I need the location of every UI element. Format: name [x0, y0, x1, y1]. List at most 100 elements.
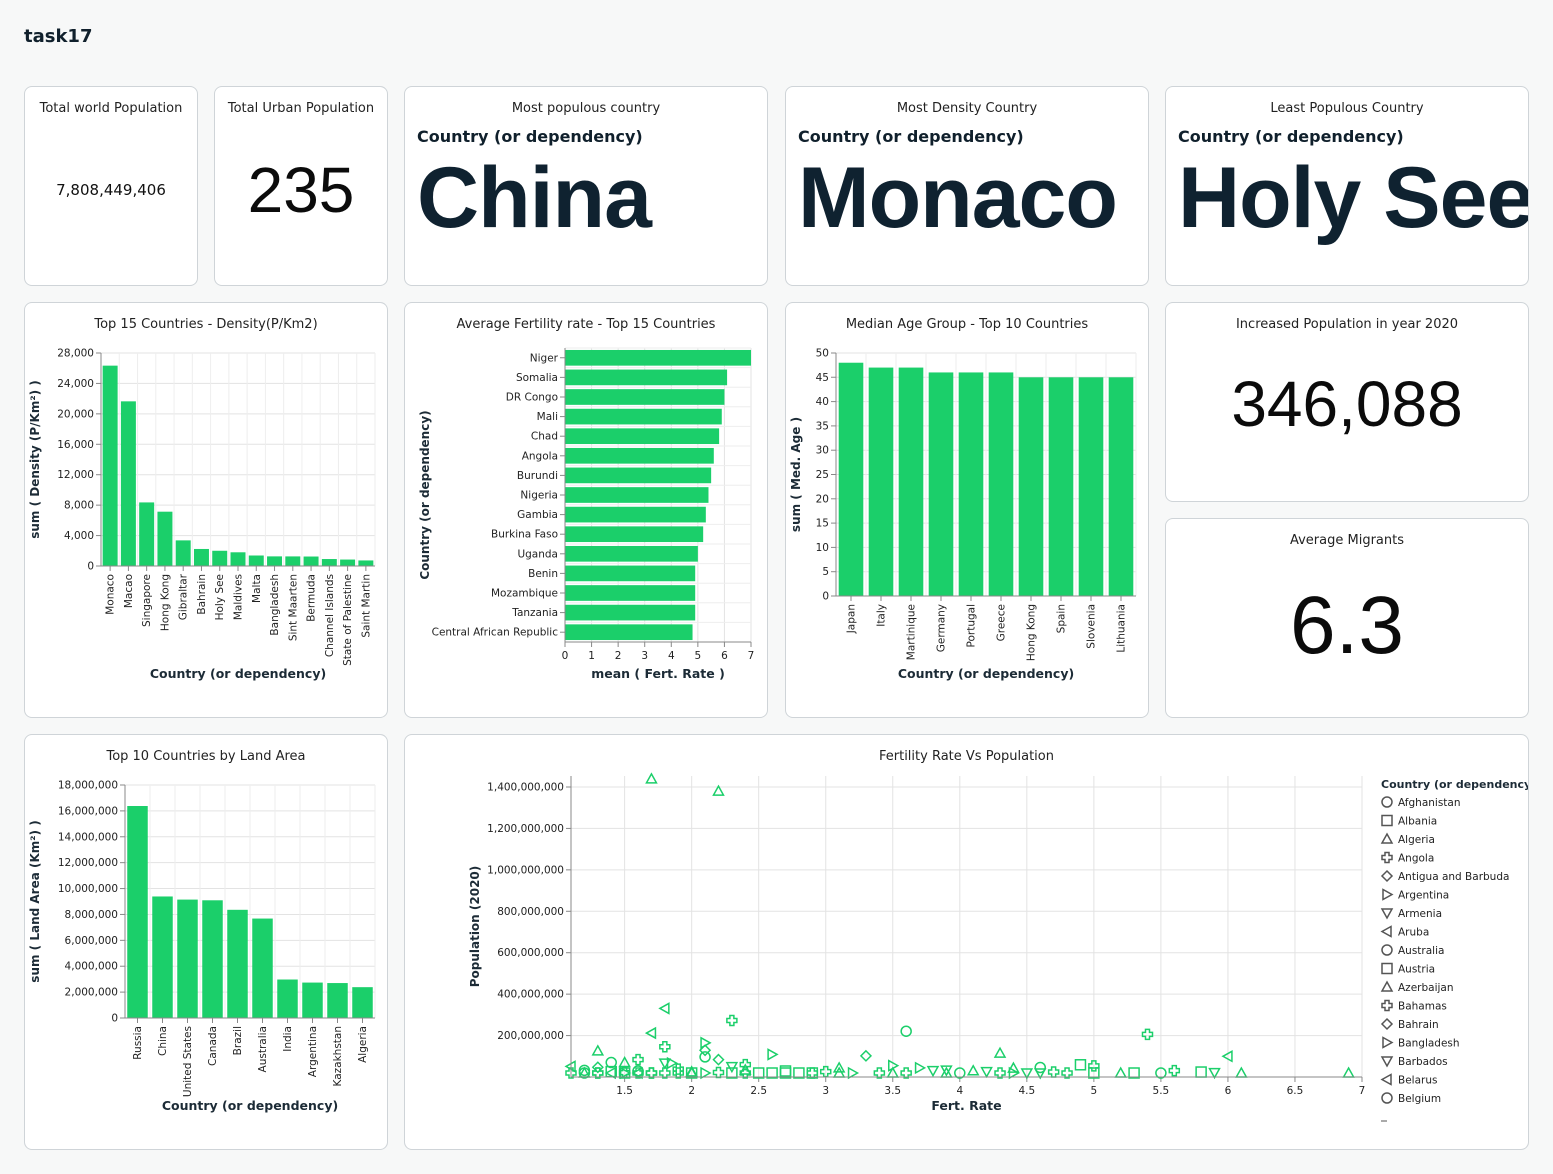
y-tick-label: 800,000,000 [497, 906, 564, 918]
x-axis-title: Country (or dependency) [150, 666, 326, 681]
scatter-point [832, 1061, 846, 1073]
y-tick-label: 1,000,000,000 [487, 864, 564, 876]
legend-item[interactable]: Austria [1381, 962, 1435, 976]
scatter-point [752, 1067, 765, 1079]
legend-item[interactable]: Aruba [1380, 925, 1429, 939]
x-tick-label: India [282, 1026, 294, 1052]
y-tick-label: 25 [816, 469, 829, 481]
card-title: Average Migrants [1289, 533, 1405, 548]
legend-item[interactable]: Bangladesh [1382, 1036, 1460, 1050]
scatter-point [940, 1065, 953, 1077]
x-tick-label: Slovenia [1086, 604, 1098, 649]
legend-item[interactable]: Bahamas [1381, 999, 1447, 1013]
legend-symbol [1380, 1056, 1394, 1068]
y-tick-label: 8,000 [64, 500, 94, 512]
y-tick-label: 2,000,000 [65, 987, 118, 999]
scatter-point [605, 1056, 617, 1069]
scatter-point [900, 1025, 912, 1037]
legend-item[interactable]: Albania [1381, 814, 1437, 828]
bar [267, 556, 283, 566]
legend-item[interactable]: Armenia [1380, 908, 1442, 920]
bar [302, 982, 323, 1018]
y-tick-label: 16,000,000 [58, 805, 118, 817]
legend-symbol [1380, 1017, 1394, 1031]
scatter-point [966, 1064, 980, 1076]
card-title: Least Populous Country [1270, 101, 1424, 116]
y-axis-title: sum ( Med. Age ) [789, 417, 803, 532]
y-tick-label: 8,000,000 [65, 909, 118, 921]
y-tick-label: 20 [816, 493, 829, 505]
scatter-point [1168, 1064, 1181, 1077]
y-tick-label: 50 [816, 348, 829, 360]
legend-item[interactable]: Australia [1381, 944, 1444, 957]
bar [175, 540, 191, 566]
y-axis-title: sum ( Land Area (Km²) ) [28, 820, 42, 982]
scatter-point [712, 1053, 725, 1066]
scatter-point [900, 1067, 912, 1079]
bar [340, 559, 356, 566]
increased-population-value: 346,088 [1231, 368, 1463, 440]
chart-title: Top 15 Countries - Density(P/Km2) [94, 317, 318, 332]
bar [565, 624, 693, 641]
bar [928, 372, 954, 596]
bar [988, 372, 1014, 596]
scatter-point [712, 784, 725, 796]
x-axis-title: mean ( Fert. Rate ) [591, 666, 725, 681]
scatter-point [1128, 1067, 1140, 1079]
legend-symbol [1381, 814, 1393, 827]
bar [352, 987, 373, 1018]
legend-item[interactable]: Antigua and Barbuda [1380, 869, 1509, 883]
x-axis-title: Fert. Rate [931, 1098, 1001, 1113]
legend-symbol [1382, 1036, 1394, 1049]
scatter-point [712, 1066, 725, 1079]
scatter-point [1007, 1061, 1020, 1073]
y-tick-label: Gambia [517, 509, 558, 521]
legend-symbol [1380, 980, 1394, 992]
scatter-point [699, 1044, 712, 1057]
legend-item[interactable]: Algeria [1380, 832, 1435, 846]
scatter-point [1342, 1066, 1355, 1078]
legend-item[interactable]: Argentina [1382, 888, 1449, 902]
legend-label: Australia [1398, 945, 1444, 957]
y-tick-label: 28,000 [57, 348, 94, 360]
y-tick-label: 400,000,000 [497, 989, 564, 1001]
scatter-point [658, 1058, 672, 1070]
x-tick-label: Japan [846, 604, 858, 634]
land-area-chart-card: Top 10 Countries by Land Area 0 2,000,000… [24, 734, 388, 1150]
scatter-point [793, 1067, 805, 1079]
y-tick-label: 45 [816, 372, 829, 384]
chart-title: Median Age Group - Top 10 Countries [845, 317, 1089, 332]
legend-item[interactable]: Bahrain [1380, 1017, 1439, 1031]
scatter-point [1155, 1067, 1167, 1079]
x-tick-label: 7 [1359, 1085, 1366, 1097]
scatter-point [619, 1066, 632, 1080]
world-population-card: Total world Population 7,808,449,406 [24, 86, 198, 286]
bar [120, 401, 136, 566]
legend-item[interactable]: Belgium [1381, 1092, 1441, 1105]
legend-item[interactable]: Azerbaijan [1380, 980, 1454, 994]
x-tick-label: 6 [721, 650, 728, 662]
bar [1078, 377, 1104, 596]
x-axis-title: Country (or dependency) [898, 666, 1074, 681]
legend-symbol [1382, 888, 1394, 901]
legend-item[interactable]: Barbados [1380, 1056, 1448, 1068]
x-tick-label: 7 [748, 650, 755, 662]
bar [277, 979, 298, 1018]
world-population-value: 7,808,449,406 [56, 181, 166, 199]
y-tick-label: 200,000,000 [497, 1030, 564, 1042]
fertility-chart-card: Average Fertility rate - Top 15 Countrie… [404, 302, 768, 718]
scatter-point [699, 1051, 711, 1063]
x-tick-label: 4.5 [1018, 1085, 1035, 1097]
y-tick-label: DR Congo [506, 392, 558, 404]
scatter-point [632, 1053, 644, 1066]
legend-item[interactable]: Angola [1381, 851, 1434, 865]
scatter-point [631, 1066, 643, 1080]
legend-item[interactable]: Afghanistan [1381, 796, 1461, 809]
x-tick-label: 6 [1225, 1085, 1232, 1097]
density-bar-chart: 0 4,000 8,000 12,000 16,000 20,000 24,000 28,00… [28, 348, 376, 681]
legend-item[interactable]: Belarus [1380, 1073, 1437, 1087]
scatter-point [1074, 1059, 1087, 1071]
field-label: Country (or dependency) [798, 127, 1024, 146]
median-age-bar-chart: 0 5 10 15 20 25 30 35 40 45 50 Japan Italy Martinique… [789, 348, 1137, 681]
scatter-point [914, 1061, 927, 1075]
